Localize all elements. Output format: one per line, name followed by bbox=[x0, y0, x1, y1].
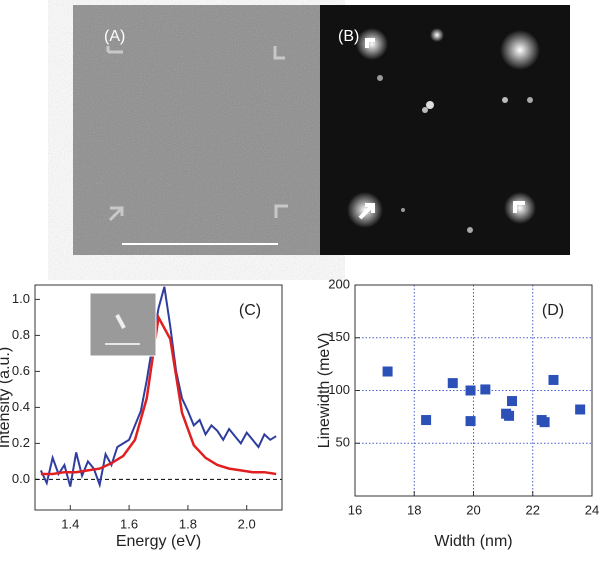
panel-label: (C) bbox=[239, 302, 261, 319]
x-tick-label: 24 bbox=[585, 502, 599, 517]
y-tick-label: 0.2 bbox=[12, 435, 30, 450]
data-point bbox=[382, 366, 393, 377]
y-tick-label: 100 bbox=[328, 382, 350, 397]
x-tick-label: 1.8 bbox=[179, 516, 197, 531]
data-line bbox=[40, 313, 277, 476]
panel-a: (A) bbox=[73, 5, 320, 255]
y-tick-label: 1.0 bbox=[12, 291, 30, 306]
x-tick-label: 20 bbox=[466, 502, 480, 517]
data-point bbox=[539, 417, 550, 428]
y-tick-label: 50 bbox=[336, 435, 350, 450]
chart: 16 18 20 22 24 50 100 150 200 Width (nm) Linewidth… bbox=[316, 276, 599, 550]
x-axis-label: Energy (eV) bbox=[116, 533, 201, 550]
data-point bbox=[465, 385, 476, 396]
plot-frame bbox=[34, 284, 283, 511]
data-point bbox=[507, 396, 518, 407]
panel-b: (B) bbox=[320, 5, 570, 255]
data-point bbox=[421, 415, 432, 426]
chart: 1.4 1.6 1.8 2.0 0.0 0.2 0.4 0.6 0.8 1.0 Energy (eV… bbox=[0, 284, 283, 550]
plot-frame bbox=[354, 284, 593, 497]
panel-label: (B) bbox=[338, 28, 359, 45]
data-point bbox=[575, 404, 586, 415]
y-axis-label: Intensity (a.u.) bbox=[0, 347, 13, 448]
y-tick-label: 150 bbox=[328, 329, 350, 344]
y-tick-label: 0.6 bbox=[12, 363, 30, 378]
data-point bbox=[504, 410, 515, 421]
y-tick-label: 0.8 bbox=[12, 327, 30, 342]
y-tick-label: 0.0 bbox=[12, 471, 30, 486]
y-axis-label: Linewidth (meV) bbox=[316, 333, 333, 449]
y-tick-label: 200 bbox=[328, 276, 350, 291]
data-point bbox=[447, 378, 458, 389]
data-point bbox=[465, 416, 476, 427]
panel-label: (D) bbox=[542, 302, 564, 319]
x-tick-label: 18 bbox=[407, 502, 421, 517]
data-line bbox=[39, 286, 277, 489]
data-point bbox=[480, 384, 491, 395]
x-tick-label: 22 bbox=[526, 502, 540, 517]
data-point bbox=[548, 374, 559, 385]
inset bbox=[89, 292, 157, 357]
y-tick-label: 0.4 bbox=[12, 399, 30, 414]
x-tick-label: 1.4 bbox=[61, 516, 79, 531]
x-tick-label: 2.0 bbox=[238, 516, 256, 531]
x-tick-label: 16 bbox=[348, 502, 362, 517]
x-tick-label: 1.6 bbox=[120, 516, 138, 531]
x-axis-label: Width (nm) bbox=[434, 533, 512, 550]
panel-label: (A) bbox=[104, 28, 125, 45]
